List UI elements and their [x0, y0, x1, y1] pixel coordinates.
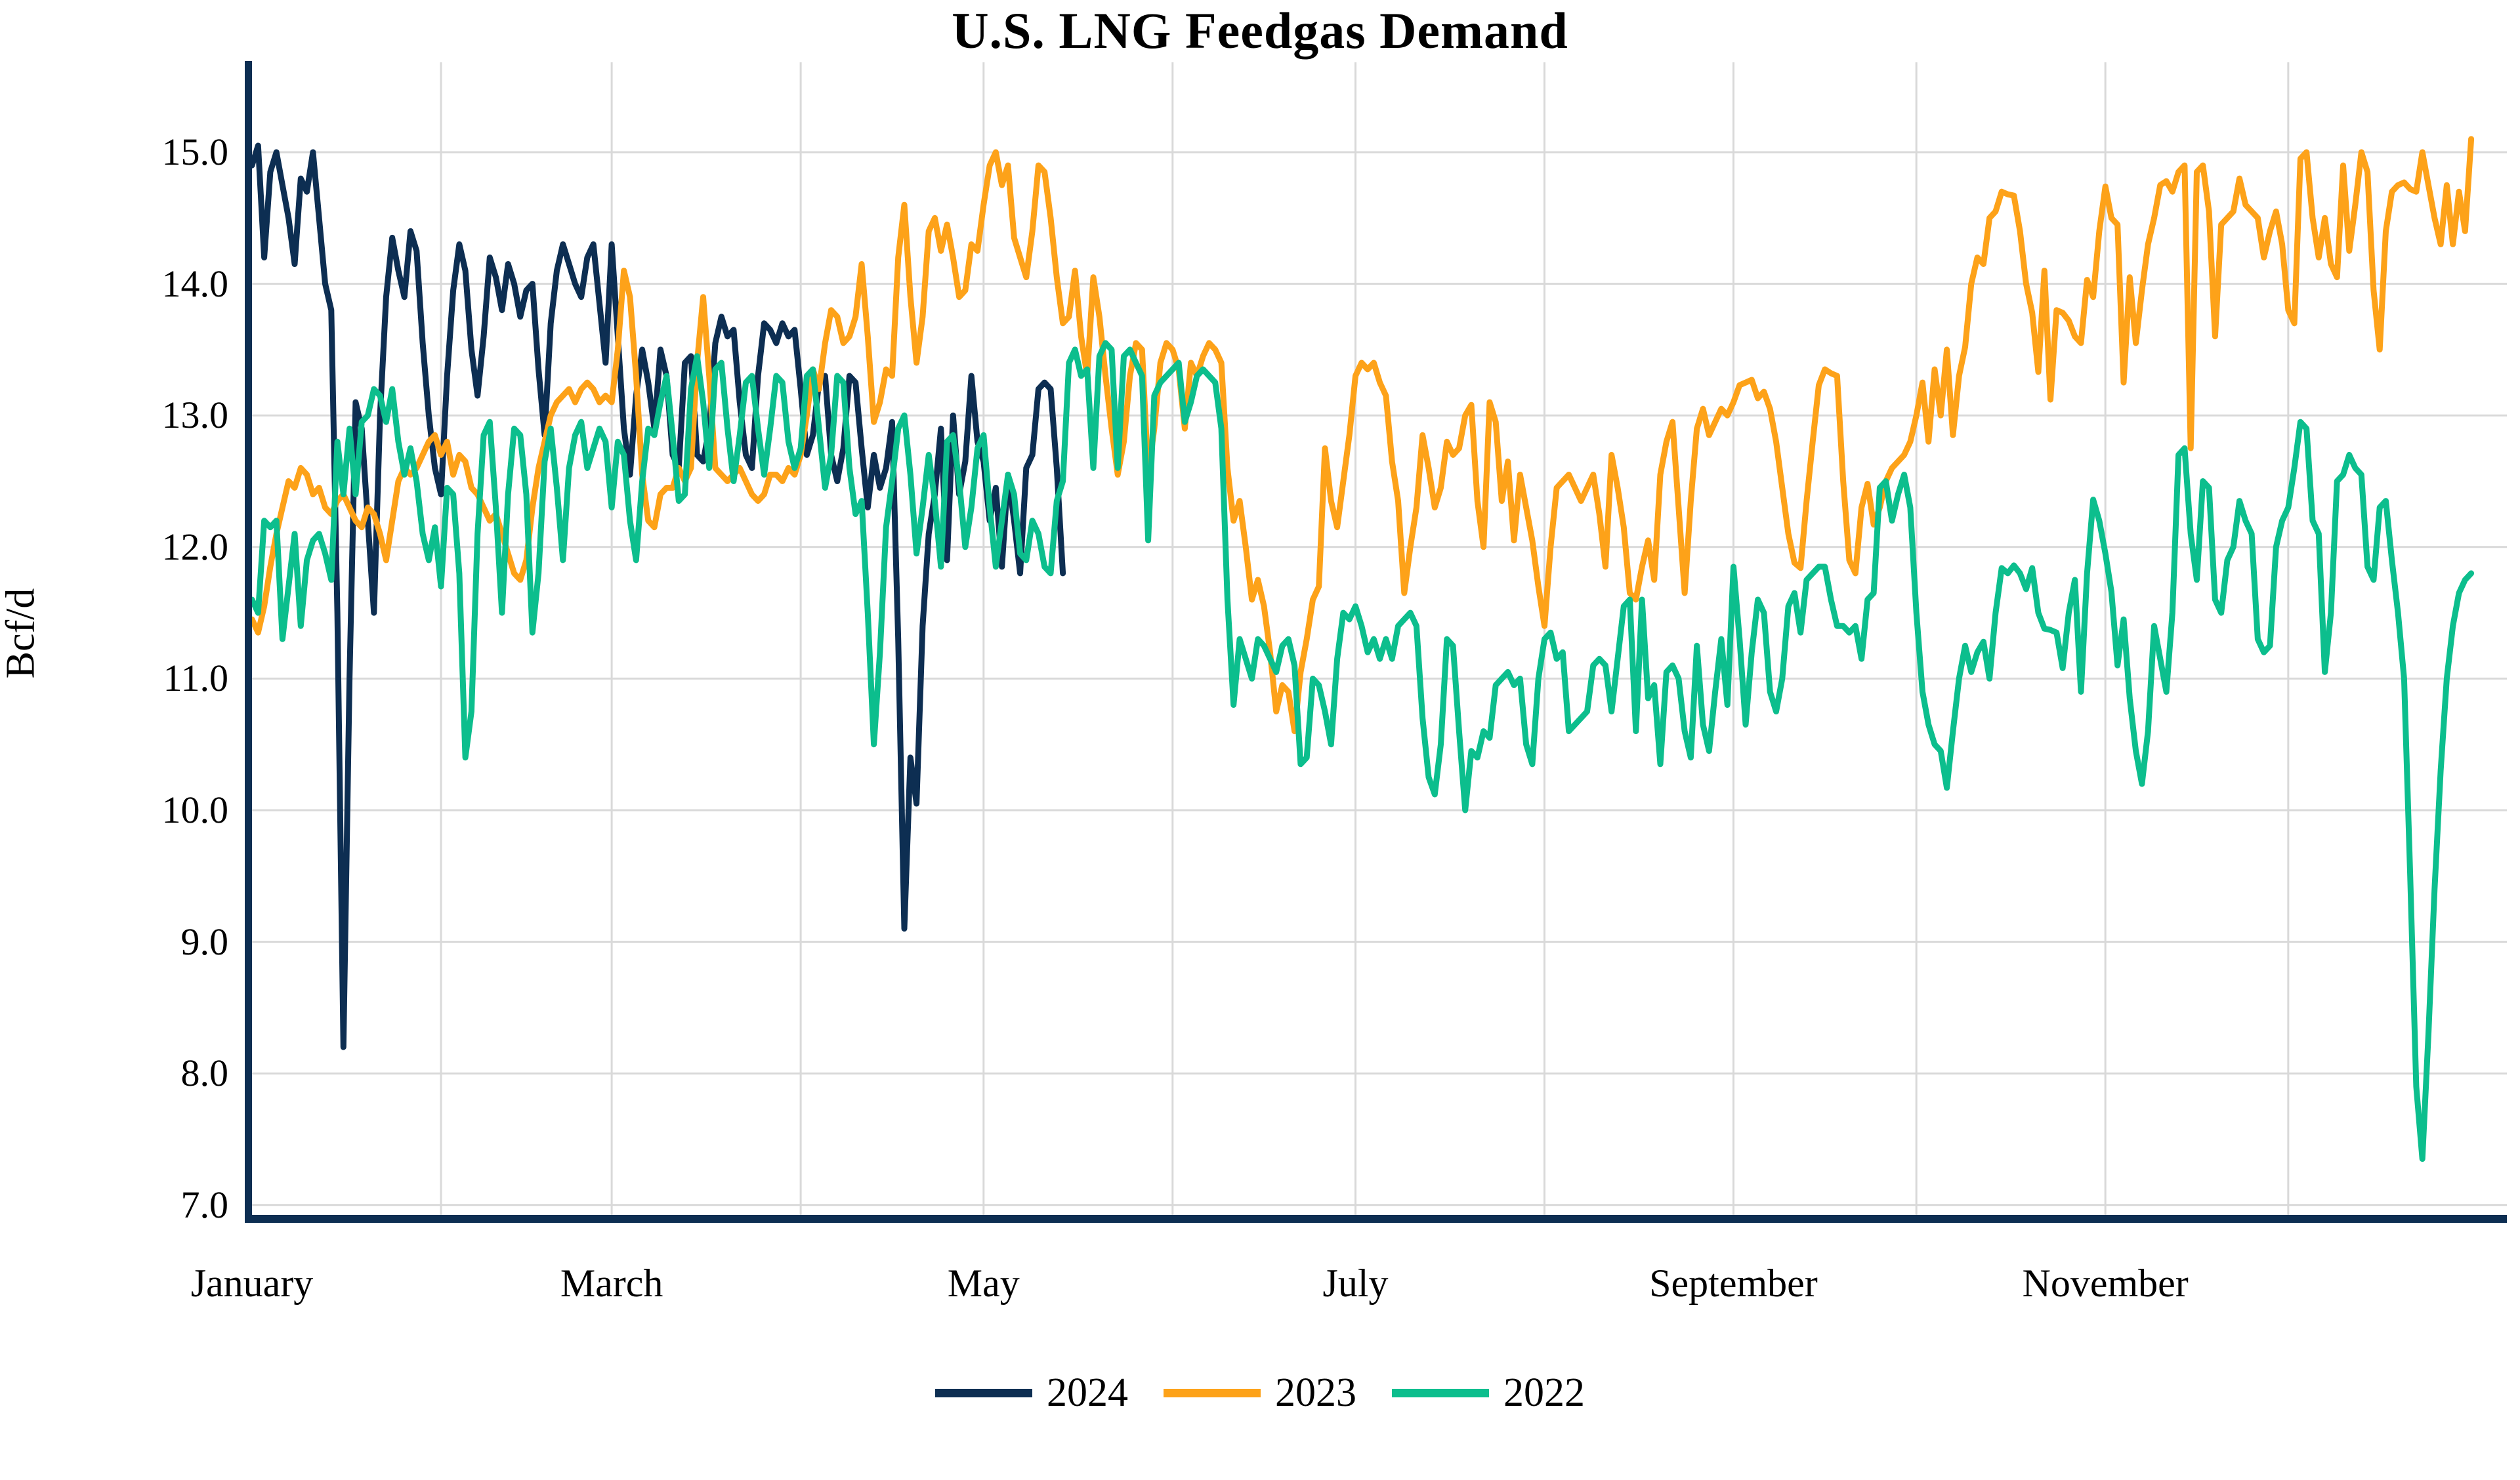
- x-tick-label-january: January: [190, 1262, 314, 1305]
- legend-label-2023: 2023: [1275, 1370, 1356, 1415]
- chart-title: U.S. LNG Feedgas Demand: [952, 2, 1568, 59]
- chart-canvas: [245, 61, 2507, 1223]
- series-line-2023: [249, 136, 2475, 735]
- y-axis-spine: [245, 61, 252, 1222]
- x-tick-label-july: July: [1322, 1262, 1389, 1305]
- legend-item-2022[interactable]: 2022: [1392, 1370, 1585, 1416]
- legend-label-2022: 2022: [1503, 1370, 1585, 1415]
- y-tick-label-7: 7.0: [180, 1183, 229, 1226]
- legend-swatch-2022: [1392, 1389, 1489, 1397]
- legend-item-2024[interactable]: 2024: [935, 1370, 1128, 1416]
- x-tick-label-may: May: [947, 1262, 1020, 1305]
- chart-plot-area: [245, 61, 2507, 1227]
- y-tick-label-12: 12.0: [161, 525, 229, 568]
- y-tick-label-13: 13.0: [161, 394, 229, 437]
- x-tick-label-november: November: [2022, 1262, 2189, 1305]
- legend-item-2023[interactable]: 2023: [1164, 1370, 1356, 1416]
- series-line-2024: [249, 142, 1066, 1050]
- legend-label-2024: 2024: [1047, 1370, 1128, 1415]
- y-tick-label-10: 10.0: [161, 789, 229, 831]
- y-tick-label-15: 15.0: [161, 131, 229, 173]
- y-tick-label-14: 14.0: [161, 262, 229, 305]
- legend-swatch-2023: [1164, 1389, 1261, 1397]
- series-line-2022: [249, 340, 2475, 1162]
- y-tick-label-8: 8.0: [180, 1052, 229, 1095]
- chart-legend: 2024 2023 2022: [0, 1370, 2520, 1416]
- x-axis-spine: [245, 1215, 2507, 1223]
- legend-swatch-2024: [935, 1389, 1032, 1397]
- y-tick-label-9: 9.0: [180, 920, 229, 963]
- x-tick-label-march: March: [560, 1262, 663, 1305]
- x-tick-label-september: September: [1649, 1262, 1818, 1305]
- y-axis-label: Bcf/d: [0, 588, 43, 679]
- y-tick-label-11: 11.0: [163, 657, 228, 700]
